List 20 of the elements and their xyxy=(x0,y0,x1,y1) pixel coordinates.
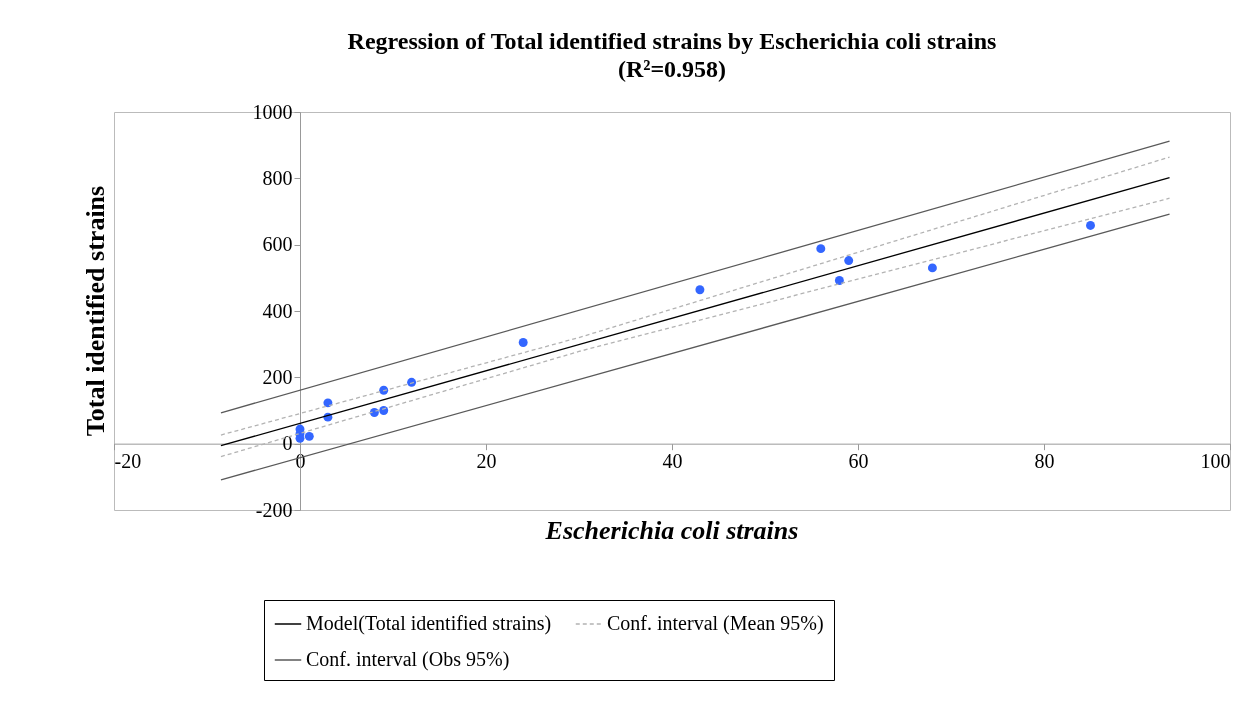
x-tick-label: 20 xyxy=(476,450,497,473)
x-axis-title: Escherichia coli strains xyxy=(544,516,799,545)
y-tick-label: 200 xyxy=(262,365,293,388)
y-tick-label: 800 xyxy=(262,166,293,189)
x-tick-label: 100 xyxy=(1200,450,1231,473)
legend-label: Conf. interval (Mean 95%) xyxy=(607,612,824,635)
y-tick-label: 600 xyxy=(262,233,293,256)
y-tick-label: 1000 xyxy=(252,100,293,123)
y-tick-label: 0 xyxy=(282,432,293,455)
y-tick-label: -200 xyxy=(255,498,293,521)
legend-label: Conf. interval (Obs 95%) xyxy=(306,648,510,671)
x-tick-label: 40 xyxy=(662,450,683,473)
chart-title: Regression of Total identified strains by Escherichia coli strains xyxy=(347,28,997,54)
x-tick-label: -20 xyxy=(114,450,142,473)
y-axis-title: Total identified strains xyxy=(81,185,110,437)
legend-label: Model(Total identified strains) xyxy=(306,612,552,635)
x-tick-label: 80 xyxy=(1034,450,1055,473)
y-tick-label: 400 xyxy=(262,299,293,322)
x-tick-label: 60 xyxy=(848,450,869,473)
chart-subtitle: (R²=0.958) xyxy=(617,56,727,82)
